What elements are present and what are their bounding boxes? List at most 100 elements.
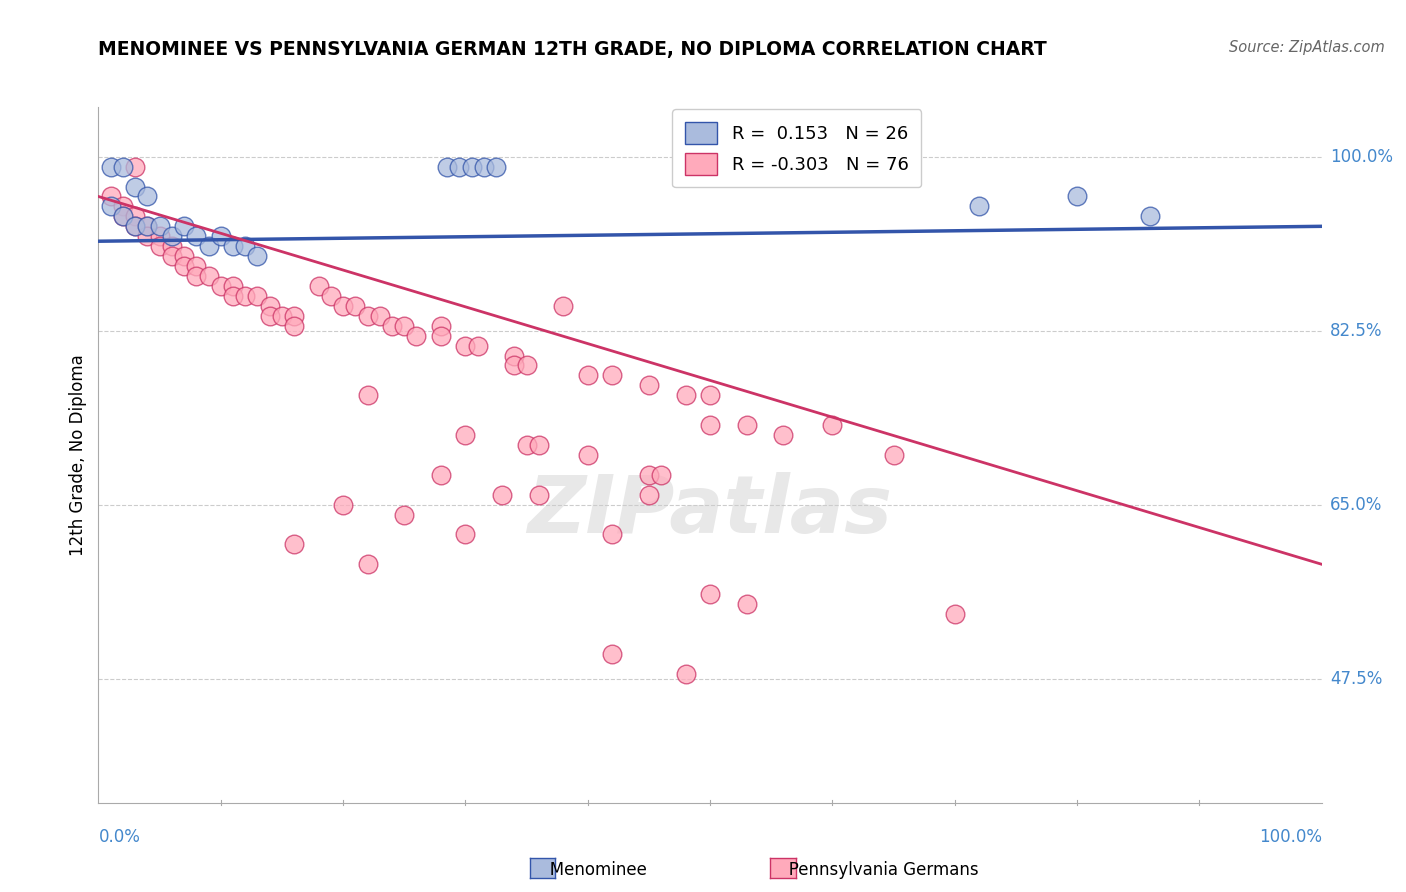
Point [392,318,416,333]
Point [553,299,575,313]
Point [368,309,391,323]
Point [637,378,661,392]
Point [405,328,427,343]
Point [209,279,232,293]
Point [160,249,183,263]
Point [527,488,550,502]
Point [111,210,134,224]
Point [699,418,721,433]
Point [173,219,195,234]
Point [430,318,453,333]
Point [430,467,453,482]
Y-axis label: 12th Grade, No Diploma: 12th Grade, No Diploma [69,354,87,556]
Text: 0.0%: 0.0% [98,828,141,846]
Point [186,229,208,244]
Point [1066,189,1088,203]
Point [600,527,623,541]
Point [136,229,159,244]
Point [967,199,990,213]
Point [491,488,513,502]
Text: 82.5%: 82.5% [1330,322,1382,340]
Point [100,189,122,203]
Point [233,289,256,303]
Point [735,418,758,433]
Point [173,259,195,273]
Point [308,279,330,293]
Point [111,199,134,213]
Point [186,268,208,283]
Point [100,199,122,213]
Point [675,388,697,402]
Point [124,179,146,194]
Text: Source: ZipAtlas.com: Source: ZipAtlas.com [1229,40,1385,55]
Point [246,289,269,303]
Point [356,388,378,402]
Point [699,388,721,402]
Point [111,160,134,174]
Point [821,418,844,433]
Point [472,160,495,174]
Text: 100.0%: 100.0% [1330,148,1393,166]
Point [319,289,342,303]
Point [124,160,146,174]
Point [149,219,172,234]
Point [283,537,305,551]
Point [485,160,508,174]
Point [637,467,661,482]
Point [197,239,219,253]
Text: 65.0%: 65.0% [1330,496,1382,514]
Point [124,210,146,224]
Point [576,368,599,383]
Point [600,647,623,661]
Point [332,498,354,512]
Point [699,160,721,174]
Point [1139,210,1161,224]
Point [883,448,905,462]
Text: 100.0%: 100.0% [1258,828,1322,846]
Point [381,318,404,333]
Point [430,328,453,343]
Point [356,558,378,572]
Point [576,448,599,462]
Point [173,249,195,263]
Point [332,299,354,313]
Point [454,338,477,352]
Point [503,359,526,373]
Point [186,259,208,273]
Point [160,229,183,244]
Point [436,160,458,174]
Point [637,488,661,502]
Point [136,219,159,234]
Point [160,239,183,253]
Point [124,219,146,234]
Point [515,438,537,452]
Point [149,239,172,253]
Point [259,309,281,323]
Point [136,189,159,203]
Point [222,239,245,253]
Point [503,349,526,363]
Point [392,508,416,522]
Point [197,268,219,283]
Point [100,160,122,174]
Point [222,279,245,293]
Point [650,467,672,482]
Point [136,219,159,234]
Text: Pennsylvania Germans: Pennsylvania Germans [773,861,979,879]
Point [460,160,482,174]
Point [222,289,245,303]
Point [449,160,471,174]
Text: ZIPatlas: ZIPatlas [527,472,893,549]
Point [454,428,477,442]
Text: Menominee: Menominee [534,861,647,879]
Point [454,527,477,541]
Point [527,438,550,452]
Point [772,428,794,442]
Point [943,607,966,621]
Text: MENOMINEE VS PENNSYLVANIA GERMAN 12TH GRADE, NO DIPLOMA CORRELATION CHART: MENOMINEE VS PENNSYLVANIA GERMAN 12TH GR… [98,40,1047,59]
Point [356,309,378,323]
Point [515,359,537,373]
Point [283,318,305,333]
Point [111,210,134,224]
Point [246,249,269,263]
